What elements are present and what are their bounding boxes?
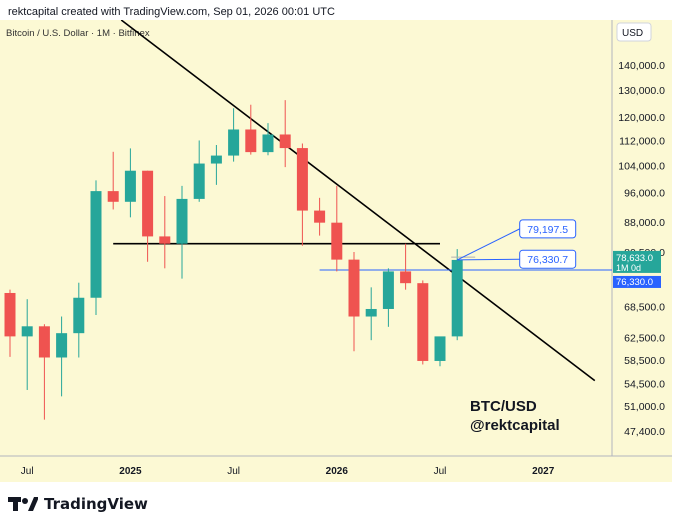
- candle-body[interactable]: [365, 308, 377, 317]
- candle-body[interactable]: [4, 292, 16, 337]
- y-tick-label: 96,000.0: [624, 188, 665, 200]
- callout-box[interactable]: [519, 219, 577, 239]
- x-tick-label: 2025: [119, 466, 142, 477]
- currency-label: USD: [622, 28, 643, 39]
- candlestick-chart-svg[interactable]: Bitcoin / U.S. Dollar · 1M · Bitfinex USD…: [0, 20, 672, 482]
- candle-body[interactable]: [124, 170, 136, 202]
- plot-area: [4, 20, 612, 420]
- y-tick-label: 54,500.0: [624, 379, 665, 391]
- candle-body[interactable]: [210, 155, 222, 164]
- line-to-79197[interactable]: [456, 228, 520, 261]
- candle-body[interactable]: [142, 170, 154, 237]
- y-tick-label: 120,000.0: [618, 112, 665, 124]
- price-badge-value: 78,633.0: [616, 253, 653, 264]
- level-badge: [613, 275, 661, 288]
- candle-body[interactable]: [382, 271, 394, 309]
- price-badge-interval: 1M 0d: [616, 263, 641, 273]
- candle-body[interactable]: [331, 222, 343, 260]
- candle-body[interactable]: [176, 198, 188, 244]
- price-badge: [613, 250, 661, 273]
- watermark-author: @rektcapital: [470, 417, 560, 434]
- y-tick-label: 140,000.0: [618, 60, 665, 72]
- y-tick-label: 47,400.0: [624, 426, 665, 438]
- y-tick-label: 58,500.0: [624, 355, 665, 367]
- callout-label: 76,330.7: [527, 254, 568, 266]
- candle-body[interactable]: [348, 259, 360, 317]
- candle-body[interactable]: [21, 326, 33, 337]
- x-tick-label: Jul: [434, 466, 447, 477]
- candle-body[interactable]: [90, 191, 102, 298]
- descending-trendline[interactable]: [120, 20, 596, 382]
- y-tick-label: 104,000.0: [618, 160, 665, 172]
- candle-body[interactable]: [314, 210, 326, 223]
- currency-box[interactable]: [616, 22, 652, 42]
- plot-background: [0, 20, 612, 456]
- x-tick-label: 2027: [532, 466, 555, 477]
- price-chart[interactable]: Bitcoin / U.S. Dollar · 1M · Bitfinex USD…: [0, 20, 672, 482]
- y-tick-label: 62,500.0: [624, 332, 665, 344]
- x-tick-label: Jul: [227, 466, 240, 477]
- y-tick-label: 51,000.0: [624, 401, 665, 413]
- candle-body[interactable]: [434, 336, 446, 361]
- chart-attribution: rektcapital created with TradingView.com…: [8, 6, 335, 18]
- candle-body[interactable]: [296, 148, 308, 211]
- candle-body[interactable]: [56, 333, 68, 358]
- callout-label: 79,197.5: [527, 224, 568, 236]
- candle-body[interactable]: [107, 191, 119, 202]
- symbol-label: Bitcoin / U.S. Dollar · 1M · Bitfinex: [6, 28, 150, 39]
- candle-body[interactable]: [38, 326, 50, 358]
- callout-box[interactable]: [519, 249, 577, 269]
- y-tick-label: 68,500.0: [624, 302, 665, 314]
- level-badge-value: 76,330.0: [616, 277, 653, 288]
- tradingview-logo-icon: [8, 497, 38, 511]
- candle-body[interactable]: [193, 163, 205, 199]
- y-tick-label: 130,000.0: [618, 85, 665, 97]
- candle-body[interactable]: [262, 134, 274, 153]
- candle-body[interactable]: [400, 271, 412, 284]
- price-axis-background: [612, 20, 672, 456]
- candle-body[interactable]: [245, 129, 257, 153]
- tradingview-brand-text: TradingView: [44, 495, 148, 513]
- candle-body[interactable]: [279, 134, 291, 149]
- footer: TradingView: [8, 494, 148, 514]
- candle-body[interactable]: [451, 259, 463, 337]
- y-tick-label: 112,000.0: [619, 135, 665, 147]
- candle-body[interactable]: [73, 297, 85, 334]
- candle-body[interactable]: [417, 283, 429, 361]
- y-tick-label: 88,000.0: [624, 217, 665, 229]
- line-to-76330[interactable]: [457, 258, 520, 261]
- watermark-symbol: BTC/USD: [470, 398, 537, 415]
- x-tick-label: Jul: [21, 466, 34, 477]
- candle-body[interactable]: [159, 236, 171, 244]
- candle-body[interactable]: [228, 129, 240, 156]
- x-tick-label: 2026: [326, 466, 349, 477]
- time-axis-background: [0, 456, 672, 482]
